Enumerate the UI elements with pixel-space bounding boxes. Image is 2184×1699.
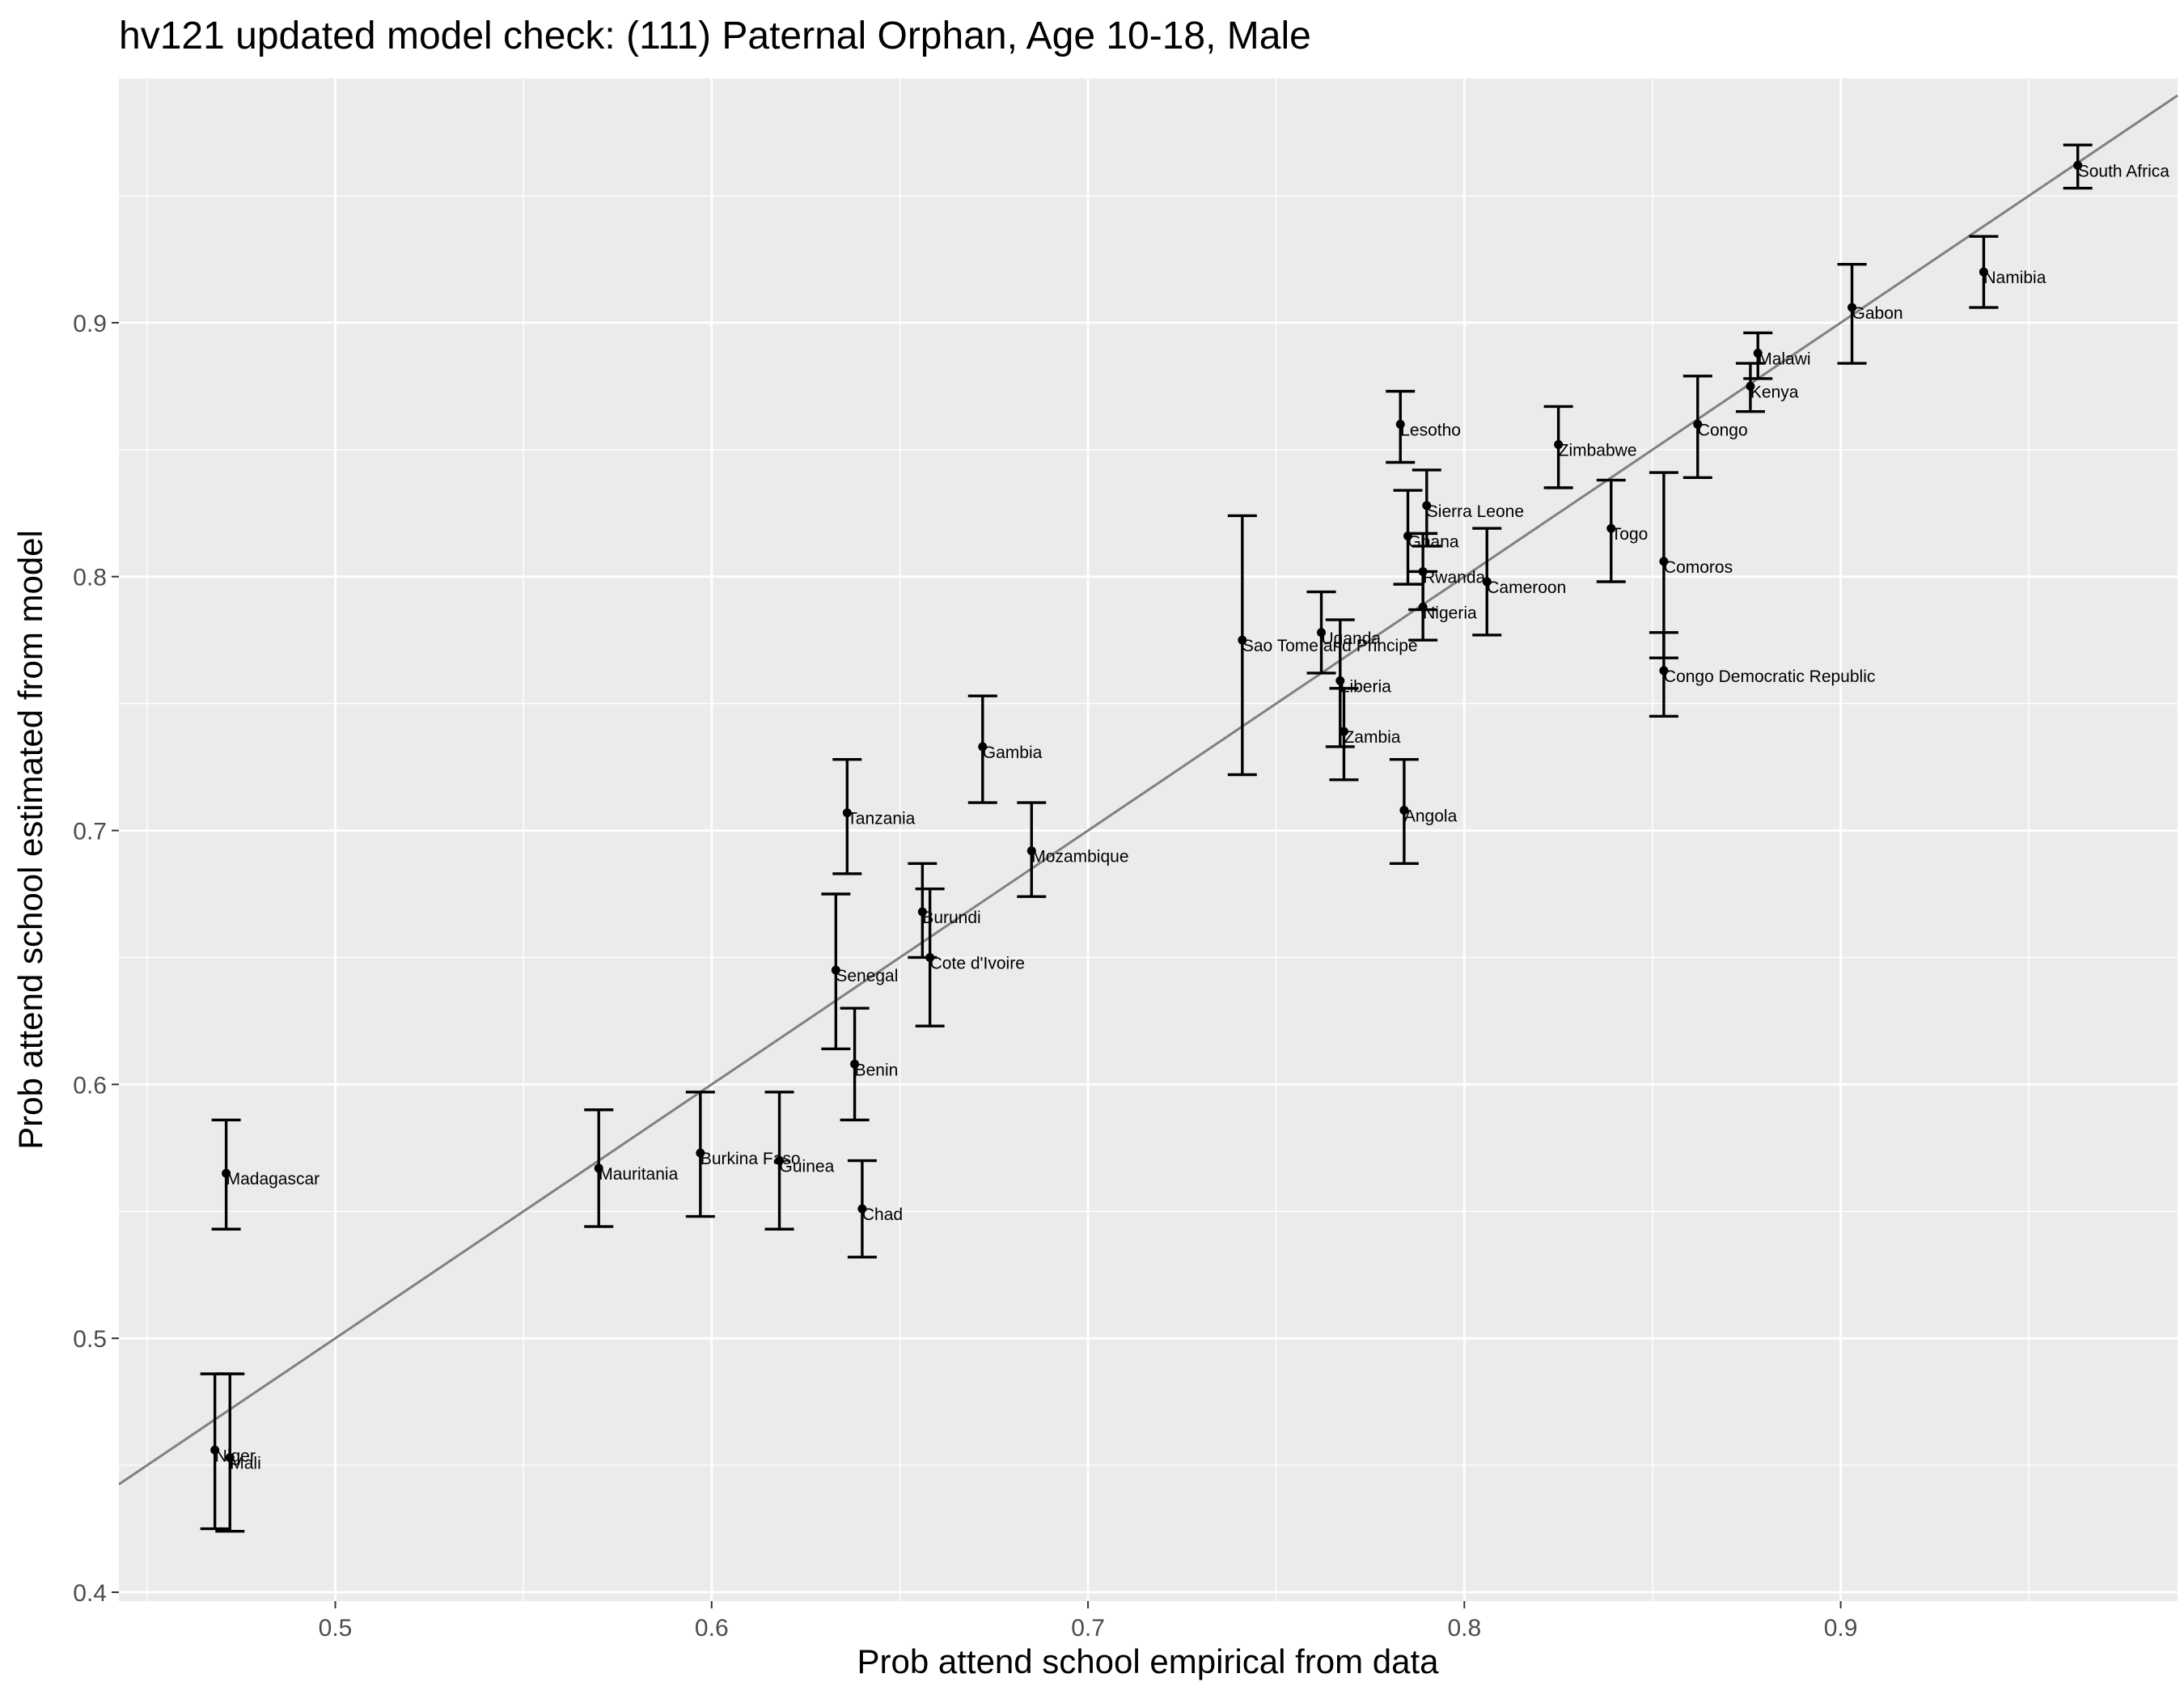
point-label: Zimbabwe	[1559, 442, 1637, 460]
point-label: Senegal	[836, 967, 898, 985]
x-tick-label: 0.7	[1071, 1615, 1105, 1642]
y-tick-label: 0.9	[73, 311, 107, 337]
point-label: Angola	[1404, 807, 1458, 825]
data-point	[1482, 577, 1492, 587]
point-label: Benin	[855, 1061, 899, 1079]
data-point	[210, 1445, 220, 1455]
point-label: Congo Democratic Republic	[1664, 667, 1875, 686]
point-label: Liberia	[1340, 677, 1391, 696]
x-axis: 0.5 0.6 0.7 0.8 0.9	[319, 1601, 1858, 1642]
data-point	[1753, 349, 1763, 358]
data-point	[1317, 628, 1327, 638]
data-point	[1422, 501, 1432, 511]
grid-major	[119, 78, 2178, 1601]
y-tick-label: 0.6	[73, 1072, 107, 1099]
y-tick-label: 0.4	[73, 1580, 107, 1607]
point-label: Burundi	[922, 909, 980, 927]
point-label: Burkina Faso	[700, 1150, 801, 1168]
data-point	[1399, 805, 1409, 815]
y-tick-label: 0.5	[73, 1326, 107, 1353]
data-point	[1659, 666, 1669, 676]
y-tick-label: 0.8	[73, 565, 107, 591]
data-point	[842, 808, 852, 818]
data-point	[1026, 846, 1036, 856]
data-point	[222, 1168, 231, 1178]
y-axis-title: Prob attend school estimated from model	[11, 530, 49, 1150]
point-label: Malawi	[1758, 350, 1810, 369]
data-point	[917, 907, 927, 917]
grid-minor	[119, 78, 2178, 1601]
data-point	[1746, 381, 1755, 391]
y-axis: 0.4 0.5 0.6 0.7 0.8 0.9	[73, 311, 119, 1607]
point-label: Cote d'Ivoire	[930, 954, 1025, 972]
data-point	[1418, 602, 1428, 612]
chart-title: hv121 updated model check: (111) Paterna…	[119, 15, 1311, 57]
y-tick-label: 0.7	[73, 819, 107, 845]
point-label: Tanzania	[847, 810, 915, 828]
point-label: Lesotho	[1400, 421, 1461, 439]
point-label: Madagascar	[226, 1170, 320, 1188]
data-point	[831, 965, 840, 975]
point-label: Sao Tome and Principe	[1242, 637, 1418, 655]
point-label: Chad	[862, 1205, 903, 1224]
data-point	[1606, 523, 1616, 533]
data-point	[978, 742, 988, 752]
point-label: Guinea	[780, 1158, 835, 1176]
point-label: Togo	[1611, 525, 1649, 544]
data-point	[1554, 440, 1564, 450]
reference-line-layer	[118, 94, 2178, 1485]
x-tick-label: 0.8	[1447, 1615, 1481, 1642]
plot-panel	[119, 78, 2178, 1601]
x-tick-label: 0.9	[1824, 1615, 1858, 1642]
point-label: Ghana	[1408, 533, 1459, 552]
data-point	[1848, 303, 1857, 312]
x-tick-label: 0.5	[319, 1615, 353, 1642]
point-label: Gabon	[1852, 304, 1903, 323]
data-point	[1339, 727, 1348, 736]
point-label: Mali	[230, 1455, 261, 1473]
point-label: Mozambique	[1031, 848, 1128, 866]
data-point	[857, 1204, 867, 1214]
point-label: Gambia	[983, 744, 1043, 762]
point-label: Sierra Leone	[1427, 502, 1524, 521]
data-point	[1659, 557, 1669, 566]
point-label: Zambia	[1344, 728, 1400, 747]
data-marks: South Africa Namibia Gabon Malawi Kenya Congo…	[200, 143, 2170, 1533]
point-label: Cameroon	[1487, 578, 1566, 597]
data-point	[225, 1453, 235, 1463]
data-point	[1335, 676, 1345, 685]
point-label: Comoros	[1664, 558, 1733, 577]
point-label: Namibia	[1983, 269, 2046, 287]
data-point	[925, 952, 935, 962]
point-label: Nigeria	[1423, 604, 1477, 622]
data-point	[1693, 419, 1703, 429]
data-point	[1395, 419, 1405, 429]
point-label: Uganda	[1322, 629, 1382, 648]
point-label: Niger	[215, 1447, 256, 1465]
x-tick-label: 0.6	[695, 1615, 729, 1642]
data-point	[594, 1163, 603, 1173]
point-label: South Africa	[2078, 162, 2170, 180]
data-point	[775, 1156, 785, 1166]
point-label: Congo	[1698, 421, 1748, 439]
data-point	[696, 1148, 705, 1158]
identity-line	[118, 94, 2178, 1485]
data-point	[1979, 267, 1988, 277]
point-label: Kenya	[1750, 383, 1799, 401]
data-point	[1238, 635, 1247, 645]
point-label: Mauritania	[599, 1165, 678, 1184]
data-point	[2073, 160, 2083, 170]
data-point	[850, 1059, 860, 1069]
point-label: Rwanda	[1423, 568, 1485, 587]
x-axis-title: Prob attend school empirical from data	[857, 1642, 1439, 1680]
